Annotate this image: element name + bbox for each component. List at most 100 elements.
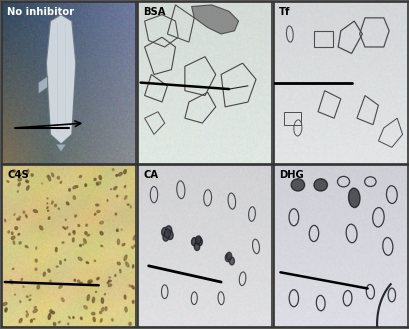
Ellipse shape xyxy=(19,216,21,218)
Ellipse shape xyxy=(60,181,62,183)
Ellipse shape xyxy=(96,182,98,185)
Ellipse shape xyxy=(85,232,87,235)
Ellipse shape xyxy=(116,175,117,176)
Ellipse shape xyxy=(72,238,74,242)
Ellipse shape xyxy=(133,245,135,247)
Ellipse shape xyxy=(10,280,13,284)
Ellipse shape xyxy=(27,186,29,190)
Ellipse shape xyxy=(99,312,101,314)
Ellipse shape xyxy=(165,226,171,235)
Ellipse shape xyxy=(109,277,110,278)
Polygon shape xyxy=(56,144,66,152)
Ellipse shape xyxy=(99,175,101,180)
Ellipse shape xyxy=(348,188,359,208)
Ellipse shape xyxy=(83,306,87,309)
Ellipse shape xyxy=(100,232,103,235)
Ellipse shape xyxy=(161,227,167,236)
Ellipse shape xyxy=(108,280,110,282)
Ellipse shape xyxy=(18,234,20,235)
Ellipse shape xyxy=(18,183,20,186)
Ellipse shape xyxy=(8,231,10,233)
Ellipse shape xyxy=(119,271,121,273)
Ellipse shape xyxy=(117,262,120,265)
Ellipse shape xyxy=(78,257,82,261)
Ellipse shape xyxy=(77,280,80,283)
Ellipse shape xyxy=(35,268,37,270)
Ellipse shape xyxy=(58,285,62,289)
Ellipse shape xyxy=(5,308,7,311)
Ellipse shape xyxy=(95,291,96,292)
Polygon shape xyxy=(38,76,47,94)
Ellipse shape xyxy=(133,235,135,240)
Ellipse shape xyxy=(63,227,64,228)
Ellipse shape xyxy=(124,295,126,299)
Ellipse shape xyxy=(19,318,22,323)
Ellipse shape xyxy=(195,236,200,244)
Ellipse shape xyxy=(105,307,107,311)
Ellipse shape xyxy=(65,219,66,220)
Ellipse shape xyxy=(47,175,49,177)
Ellipse shape xyxy=(52,173,54,177)
Ellipse shape xyxy=(51,311,54,314)
Ellipse shape xyxy=(55,247,57,252)
Ellipse shape xyxy=(87,295,90,301)
Ellipse shape xyxy=(124,307,127,312)
Ellipse shape xyxy=(48,217,50,219)
Ellipse shape xyxy=(67,323,69,325)
Ellipse shape xyxy=(104,293,105,295)
Ellipse shape xyxy=(49,310,52,313)
Ellipse shape xyxy=(14,214,15,215)
Ellipse shape xyxy=(226,252,231,260)
Text: C4S: C4S xyxy=(7,170,29,180)
Ellipse shape xyxy=(31,320,32,322)
Ellipse shape xyxy=(13,241,15,244)
Ellipse shape xyxy=(21,278,22,280)
Ellipse shape xyxy=(113,187,117,190)
Ellipse shape xyxy=(78,224,80,226)
Ellipse shape xyxy=(73,186,76,189)
Ellipse shape xyxy=(290,179,304,191)
Ellipse shape xyxy=(11,236,15,240)
Ellipse shape xyxy=(30,319,32,322)
Ellipse shape xyxy=(92,297,94,303)
Ellipse shape xyxy=(111,318,113,321)
Ellipse shape xyxy=(57,176,59,179)
Ellipse shape xyxy=(41,183,42,184)
Ellipse shape xyxy=(83,244,84,245)
Ellipse shape xyxy=(116,175,117,176)
Ellipse shape xyxy=(87,234,90,236)
Ellipse shape xyxy=(5,310,7,312)
Ellipse shape xyxy=(17,191,18,192)
Ellipse shape xyxy=(47,207,48,209)
Ellipse shape xyxy=(117,239,119,244)
Ellipse shape xyxy=(107,200,108,201)
Ellipse shape xyxy=(27,169,29,174)
Ellipse shape xyxy=(124,186,126,188)
Ellipse shape xyxy=(17,218,20,220)
Ellipse shape xyxy=(131,286,134,289)
Ellipse shape xyxy=(132,300,134,303)
Ellipse shape xyxy=(26,311,27,313)
Ellipse shape xyxy=(56,266,58,267)
Ellipse shape xyxy=(132,265,133,268)
Ellipse shape xyxy=(122,243,125,246)
Ellipse shape xyxy=(97,211,100,213)
Ellipse shape xyxy=(76,186,78,188)
Ellipse shape xyxy=(73,231,75,233)
Ellipse shape xyxy=(166,231,173,240)
Ellipse shape xyxy=(26,313,28,317)
Ellipse shape xyxy=(74,215,76,217)
Ellipse shape xyxy=(25,246,28,248)
Ellipse shape xyxy=(39,226,43,230)
Ellipse shape xyxy=(11,170,16,173)
Ellipse shape xyxy=(100,318,102,322)
Ellipse shape xyxy=(62,242,64,243)
Ellipse shape xyxy=(101,245,103,247)
Polygon shape xyxy=(191,5,238,34)
Text: BSA: BSA xyxy=(143,7,165,16)
Ellipse shape xyxy=(4,219,6,222)
Ellipse shape xyxy=(33,318,35,319)
Ellipse shape xyxy=(225,254,230,262)
Ellipse shape xyxy=(131,246,133,249)
Ellipse shape xyxy=(36,247,37,249)
